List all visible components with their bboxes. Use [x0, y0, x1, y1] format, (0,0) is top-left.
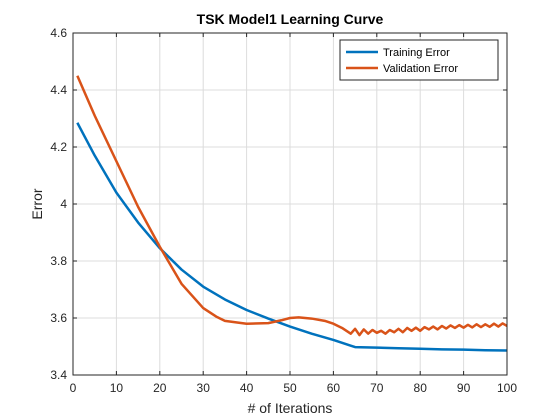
x-tick-label: 10 [110, 381, 124, 395]
legend-box [339, 39, 499, 81]
x-tick-label: 100 [497, 381, 517, 395]
series-line-validation-error [76, 75, 508, 337]
x-tick-label: 40 [240, 381, 254, 395]
y-axis-label: Error [29, 188, 45, 219]
x-tick-label: 80 [414, 381, 428, 395]
x-tick-label: 30 [197, 381, 211, 395]
y-tick-label: 3.8 [50, 254, 67, 268]
y-tick-label: 3.6 [50, 311, 67, 325]
axis-ticks: 0 10 20 30 40 50 60 70 80 90 100 3.4 3.6 3.8 4 4.2 4.4 4.… [50, 26, 517, 395]
chart-title: TSK Model1 Learning Curve [197, 11, 384, 27]
x-tick-label: 20 [153, 381, 167, 395]
legend-label: Training Error [383, 47, 450, 59]
y-tick-label: 4.4 [50, 83, 67, 97]
y-tick-label: 3.4 [50, 368, 67, 382]
y-tick-label: 4.2 [50, 140, 67, 154]
x-axis-label: # of Iterations [248, 400, 333, 416]
x-tick-label: 50 [283, 381, 297, 395]
x-tick-label: 0 [70, 381, 77, 395]
x-tick-label: 90 [457, 381, 471, 395]
x-tick-label: 70 [370, 381, 384, 395]
legend-label: Validation Error [383, 63, 458, 75]
series-line-training-error [76, 122, 508, 352]
series-lines [76, 75, 508, 352]
x-tick-label: 60 [327, 381, 341, 395]
y-tick-label: 4 [60, 197, 67, 211]
legend: Training Error Validation Error [339, 39, 499, 81]
y-tick-label: 4.6 [50, 26, 67, 40]
